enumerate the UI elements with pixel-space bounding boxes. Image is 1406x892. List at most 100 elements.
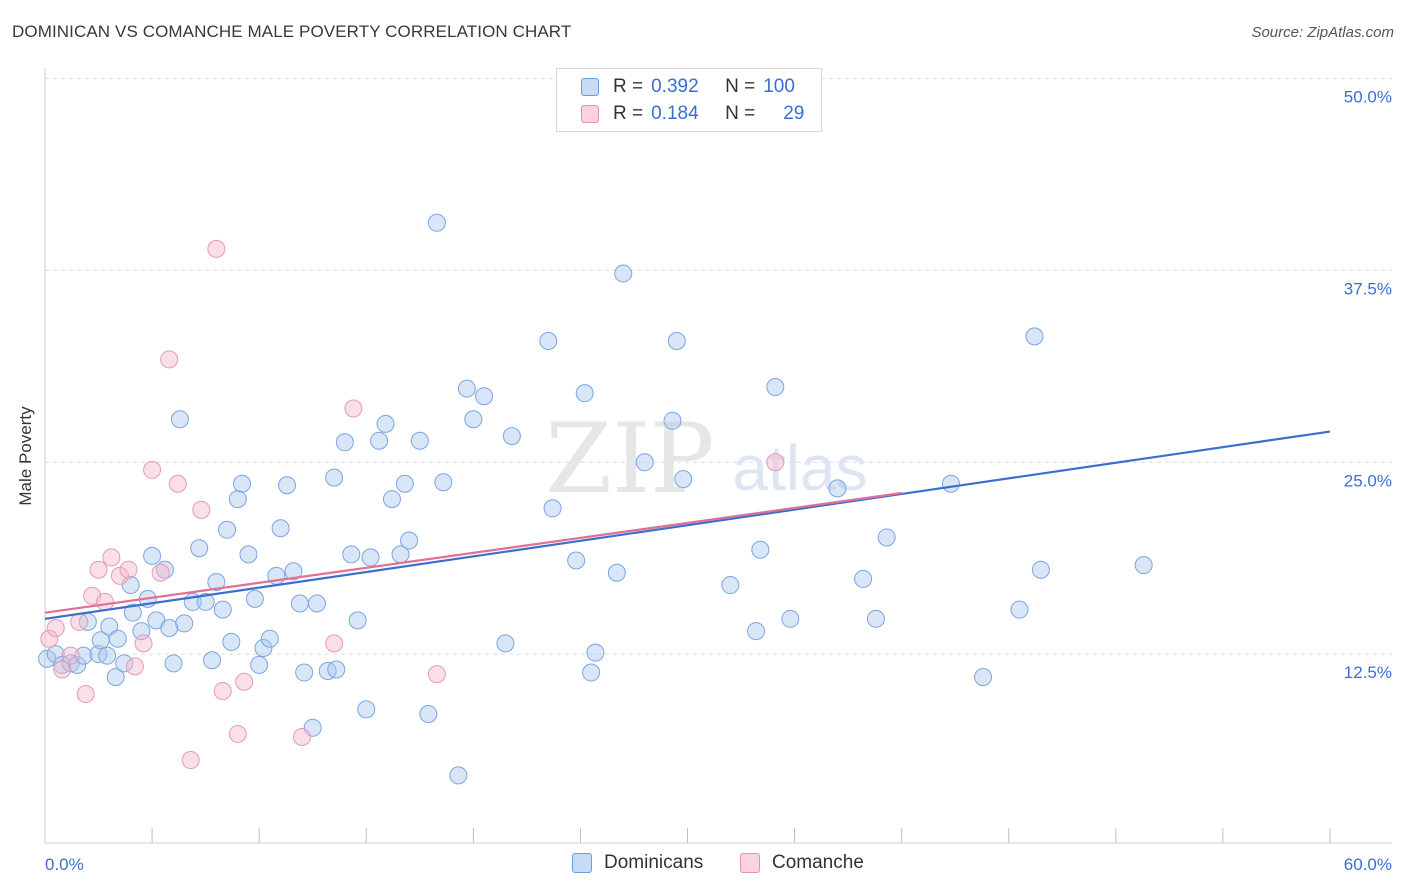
watermark-atlas: atlas xyxy=(732,432,867,504)
dominicans-point xyxy=(233,474,252,493)
dominicans-point xyxy=(376,414,395,433)
comanche-point xyxy=(344,399,363,418)
axes xyxy=(44,68,1392,844)
dominicans-point xyxy=(781,609,800,628)
dominicans-swatch xyxy=(572,853,592,873)
comanche-point xyxy=(46,619,65,638)
y-tick-label: 37.5% xyxy=(1344,279,1392,298)
legend-row-dominicans: R = 0.392 N = 100 xyxy=(581,75,795,99)
dominicans-point xyxy=(457,379,476,398)
comanche-point xyxy=(76,685,95,704)
comanche-point xyxy=(160,350,179,369)
dominicans-point xyxy=(663,411,682,430)
dominicans-point xyxy=(766,378,785,397)
dominicans-point xyxy=(222,632,241,651)
dominicans-trend-line xyxy=(44,430,1331,620)
dominicans-point xyxy=(260,629,279,648)
dominicans-point xyxy=(228,490,247,509)
series-legend-dominicans[interactable]: Dominicans xyxy=(572,852,703,874)
data-points xyxy=(38,77,1153,785)
legend-n-label: N = xyxy=(725,103,756,124)
comanche-point xyxy=(207,239,226,258)
dominicans-point xyxy=(866,609,885,628)
legend-swatch-blue xyxy=(581,78,599,96)
series-legend-label: Dominicans xyxy=(604,852,704,873)
comanche-point xyxy=(143,460,162,479)
source-credit: Source: ZipAtlas.com xyxy=(1251,24,1394,41)
dominicans-point xyxy=(974,668,993,687)
comanche-point xyxy=(235,672,254,691)
dominicans-point xyxy=(427,213,446,232)
dominicans-point xyxy=(1134,556,1153,575)
dominicans-point xyxy=(877,528,896,547)
dominicans-point xyxy=(464,410,483,429)
series-legend-comanche[interactable]: Comanche xyxy=(740,852,864,874)
legend-swatch-pink xyxy=(581,105,599,123)
comanche-point xyxy=(228,724,247,743)
comanche-point xyxy=(119,560,138,579)
dominicans-point xyxy=(164,654,183,673)
dominicans-point xyxy=(941,474,960,493)
dominicans-point xyxy=(115,654,134,673)
dominicans-point xyxy=(539,331,558,350)
dominicans-point xyxy=(567,551,586,570)
legend-n-value: 29 xyxy=(783,103,805,124)
dominicans-point xyxy=(108,629,127,648)
dominicans-point xyxy=(307,594,326,613)
dominicans-point xyxy=(747,622,766,641)
dominicans-point xyxy=(245,589,264,608)
y-tick-label: 12.5% xyxy=(1344,663,1392,682)
tick-labels: 12.5% 25.0% 37.5% 50.0% 0.0% 60.0% xyxy=(45,88,1392,875)
dominicans-point xyxy=(357,700,376,719)
dominicans-point xyxy=(410,431,429,450)
comanche-point xyxy=(53,660,72,679)
dominicans-point xyxy=(160,619,179,638)
dominicans-point xyxy=(370,431,389,450)
legend-n-value: 100 xyxy=(763,76,795,97)
dominicans-point xyxy=(74,646,93,665)
dominicans-point xyxy=(543,499,562,518)
legend-row-comanche: R = 0.184 N = 29 xyxy=(581,102,804,126)
dominicans-point xyxy=(46,645,65,664)
watermark-zip: ZIP xyxy=(545,403,714,515)
legend-n-label: N = xyxy=(725,76,756,97)
dominicans-point xyxy=(68,655,87,674)
dominicans-point xyxy=(175,614,194,633)
dominicans-point xyxy=(502,427,521,446)
dominicans-point xyxy=(218,520,237,539)
comanche-point xyxy=(766,453,785,472)
dominicans-point xyxy=(335,433,354,452)
dominicans-point xyxy=(284,562,303,581)
dominicans-point xyxy=(213,600,232,619)
dominicans-point xyxy=(434,473,453,492)
dominicans-point xyxy=(635,453,654,472)
dominicans-point xyxy=(143,546,162,565)
comanche-point xyxy=(61,646,80,665)
dominicans-point xyxy=(400,531,419,550)
dominicans-point xyxy=(290,594,309,613)
dominicans-point xyxy=(496,634,515,653)
dominicans-point xyxy=(828,479,847,498)
comanche-point xyxy=(95,592,114,611)
comanche-point xyxy=(213,681,232,700)
series-legend-label: Comanche xyxy=(772,852,864,873)
grid-lines xyxy=(45,78,1392,655)
dominicans-point xyxy=(667,331,686,350)
dominicans-point xyxy=(239,545,258,564)
y-axis-label: Male Poverty xyxy=(16,406,35,506)
comanche-point xyxy=(40,629,59,648)
legend-r-value: 0.184 xyxy=(651,103,699,124)
watermark: ZIP atlas xyxy=(545,403,867,515)
dominicans-point xyxy=(250,655,269,674)
dominicans-point xyxy=(361,548,380,567)
dominicans-point xyxy=(278,476,297,495)
legend-r-value: 0.392 xyxy=(651,76,699,97)
dominicans-point xyxy=(203,651,222,670)
y-tick-label: 50.0% xyxy=(1344,88,1392,107)
comanche-point xyxy=(89,560,108,579)
x-tick-label: 60.0% xyxy=(1344,855,1392,874)
dominicans-point xyxy=(607,563,626,582)
comanche-point xyxy=(427,665,446,684)
dominicans-point xyxy=(196,592,215,611)
